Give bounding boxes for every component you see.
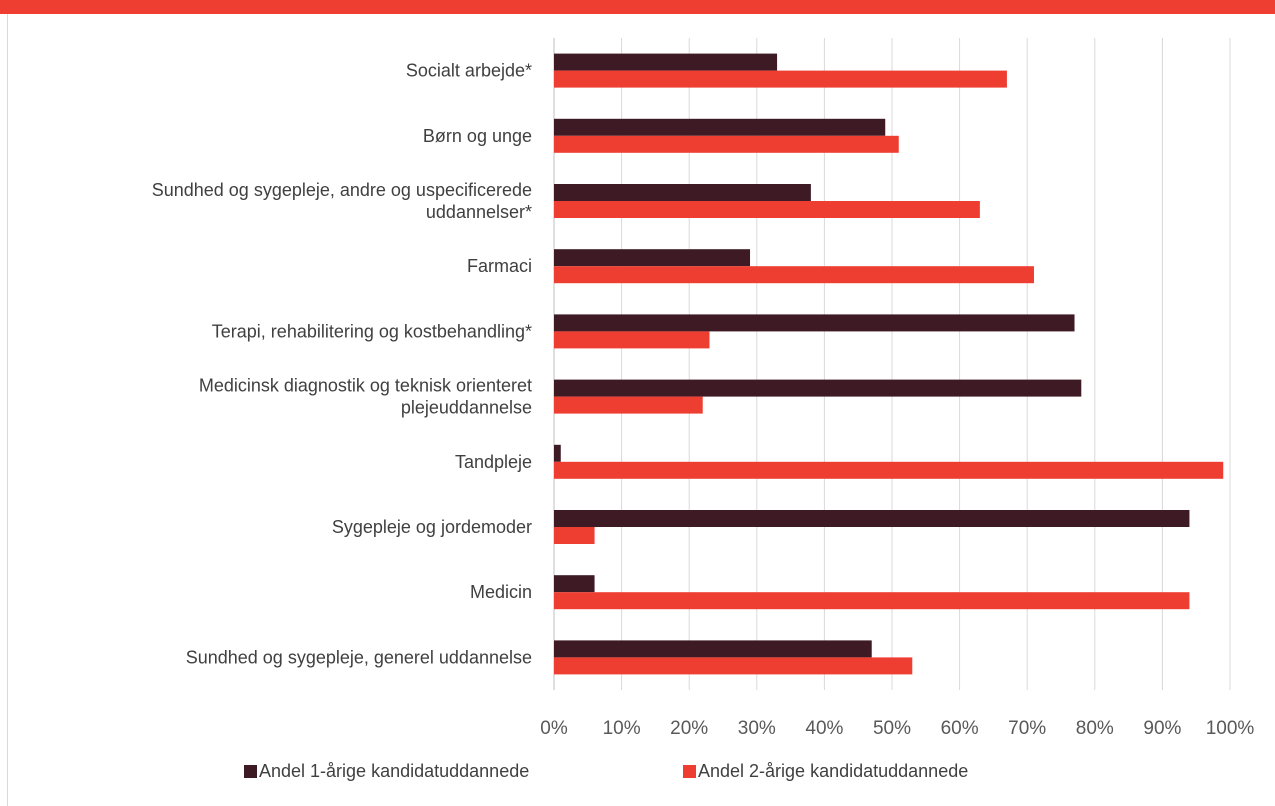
- bar-series-2: [554, 592, 1190, 610]
- bars: [554, 53, 1224, 675]
- bar-series-1: [554, 118, 886, 136]
- bar-series-1: [554, 314, 1075, 332]
- legend-swatch-2: [683, 765, 696, 778]
- category-label: Børn og unge: [423, 126, 532, 146]
- x-tick-label: 80%: [1076, 718, 1114, 739]
- category-label: uddannelser*: [426, 202, 532, 222]
- x-tick-label: 100%: [1206, 718, 1255, 739]
- x-tick-label: 50%: [873, 718, 911, 739]
- x-tick-labels: 0% 10% 20% 30% 40% 50% 60% 70% 80% 90% 100%: [540, 718, 1254, 739]
- category-label: Sundhed og sygepleje, andre og uspecific…: [152, 180, 532, 200]
- category-label: Farmaci: [467, 256, 532, 276]
- x-tick-label: 20%: [670, 718, 708, 739]
- bar-series-2: [554, 135, 899, 153]
- bar-series-2: [554, 396, 703, 414]
- category-label: Terapi, rehabilitering og kostbehandling…: [212, 321, 532, 341]
- bar-series-2: [554, 201, 980, 218]
- top-accent-bar: [0, 0, 1275, 14]
- bar-series-1: [554, 53, 778, 71]
- bar-series-2: [554, 461, 1224, 479]
- legend: Andel 1-årige kandidatuddannede Andel 2-å…: [244, 761, 968, 781]
- bar-series-2: [554, 70, 1007, 88]
- left-border: [7, 14, 8, 806]
- legend-swatch-1: [244, 765, 257, 778]
- bar-series-1: [554, 640, 872, 658]
- bar-series-1: [554, 249, 751, 267]
- legend-label-1: Andel 1-årige kandidatuddannede: [259, 761, 529, 781]
- category-label: Medicinsk diagnostik og teknisk orienter…: [199, 376, 532, 396]
- legend-label-2: Andel 2-årige kandidatuddannede: [698, 761, 968, 781]
- x-tick-label: 10%: [603, 718, 641, 739]
- bar-series-2: [554, 657, 913, 675]
- bar-series-1: [554, 184, 811, 201]
- category-labels: Socialt arbejde* Børn og unge Sundhed og s…: [152, 61, 532, 668]
- x-tick-label: 0%: [540, 718, 568, 739]
- bar-series-1: [554, 444, 561, 462]
- bar-series-2: [554, 527, 595, 544]
- category-label: plejeuddannelse: [401, 398, 532, 418]
- x-tick-label: 40%: [805, 718, 843, 739]
- x-tick-label: 60%: [941, 718, 979, 739]
- category-label: Sygepleje og jordemoder: [332, 517, 532, 537]
- bar-series-2: [554, 331, 710, 349]
- category-label: Socialt arbejde*: [406, 61, 532, 81]
- bar-series-1: [554, 575, 595, 593]
- x-tick-label: 30%: [738, 718, 776, 739]
- bar-series-2: [554, 266, 1034, 284]
- x-tick-label: 90%: [1143, 718, 1181, 739]
- category-label: Sundhed og sygepleje, generel uddannelse: [186, 647, 532, 667]
- category-label: Tandpleje: [455, 452, 532, 472]
- x-tick-label: 70%: [1008, 718, 1046, 739]
- bar-series-1: [554, 379, 1082, 397]
- category-label: Medicin: [470, 582, 532, 602]
- bar-series-1: [554, 510, 1190, 527]
